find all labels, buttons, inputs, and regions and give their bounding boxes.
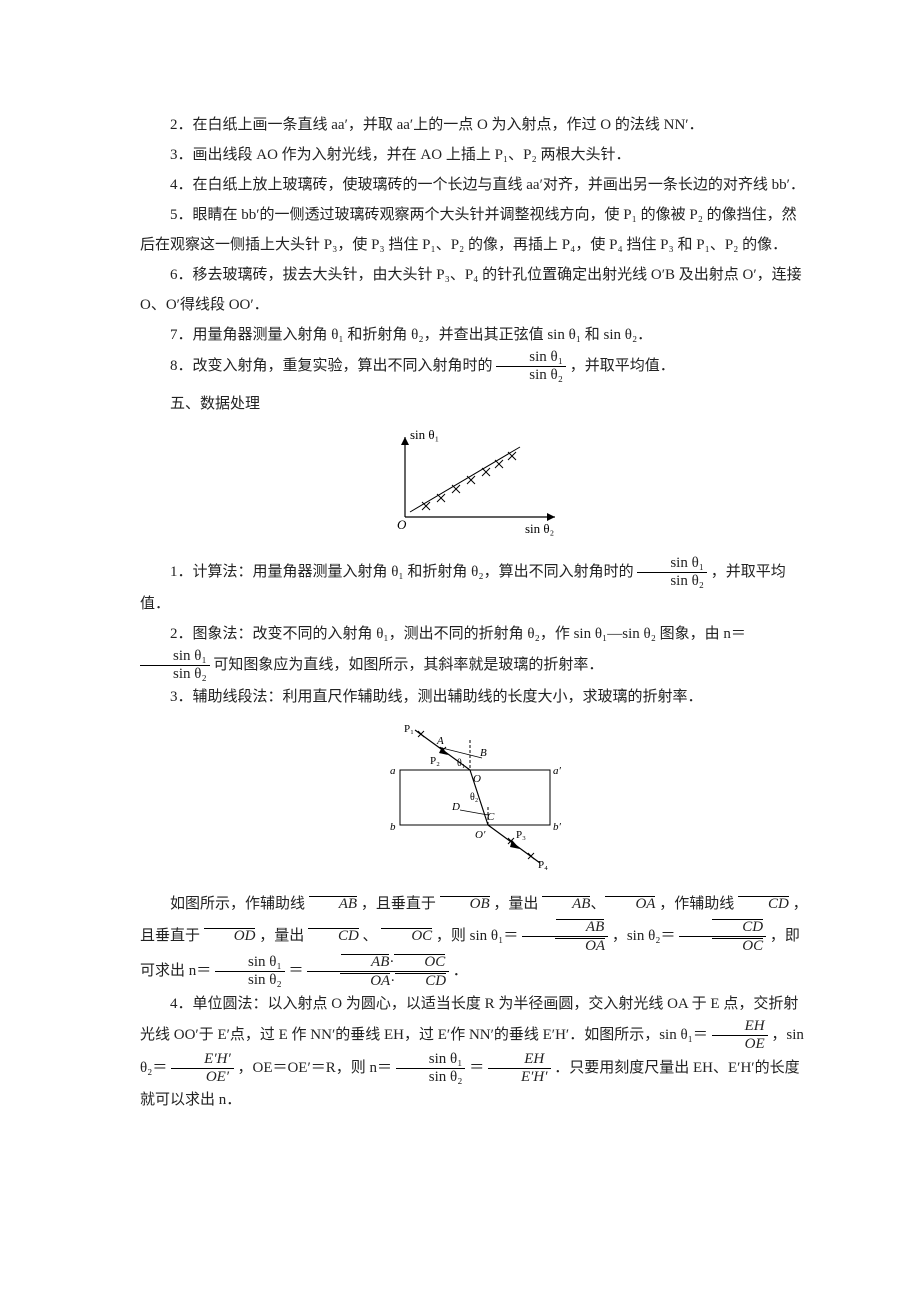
lbl-O: O xyxy=(473,773,481,785)
lbl-p4: P₄ xyxy=(538,859,548,870)
frac-sin-ratio-5: sin θ₁ sin θ₂ xyxy=(396,1052,466,1085)
lbl-p2: P₂ xyxy=(430,755,440,767)
frac-eh-ehp: EH E′H′ xyxy=(488,1052,551,1085)
lbl-t1: θ₁ xyxy=(457,758,465,769)
step-4: 4．在白纸上放上玻璃砖，使玻璃砖的一个长边与直线 aa′对齐，并画出另一条长边的… xyxy=(140,170,810,200)
m2-pre: 2．图象法：改变不同的入射角 θ₁，测出不同的折射角 θ₂，作 sin θ₁—s… xyxy=(170,626,746,642)
page-content: 2．在白纸上画一条直线 aa′，并取 aa′上的一点 O 为入射点，作过 O 的… xyxy=(0,0,920,1175)
method-4: 4．单位圆法：以入射点 O 为圆心，以适当长度 R 为半径画圆，交入射光线 OA… xyxy=(140,989,810,1115)
y-arrow-icon xyxy=(401,437,409,445)
step-3: 3．画出线段 AO 作为入射光线，并在 AO 上插上 P₁、P₂ 两根大头针． xyxy=(140,140,810,170)
method-2: 2．图象法：改变不同的入射角 θ₁，测出不同的折射角 θ₂，作 sin θ₁—s… xyxy=(140,619,810,682)
frac-sin-ratio-3: sin θ₁ sin θ₂ xyxy=(140,649,210,682)
xlabel: sin θ₂ xyxy=(525,521,554,536)
frac-sin-ratio: sin θ₁ sin θ₂ xyxy=(496,350,566,383)
figure-scatter: O sin θ₁ sin θ₂ xyxy=(140,427,810,548)
lbl-p3: P₃ xyxy=(516,829,526,841)
step-8: 8．改变入射角，重复实验，算出不同入射角时的 sin θ₁ sin θ₂ ，并取… xyxy=(140,350,810,383)
origin-label: O xyxy=(397,517,407,532)
frac-aboc-oacd: AB·OC OA·CD xyxy=(307,954,449,989)
section-5-title: 五、数据处理 xyxy=(140,389,810,419)
fit-line xyxy=(410,447,520,512)
markers xyxy=(422,452,516,510)
lbl-b: b xyxy=(390,821,396,833)
m1-pre: 1．计算法：用量角器测量入射角 θ₁ 和折射角 θ₂，算出不同入射角时的 xyxy=(170,564,634,580)
m2-post: 可知图象应为直线，如图所示，其斜率就是玻璃的折射率． xyxy=(213,657,603,673)
frac-sin-ratio-4: sin θ₁ sin θ₂ xyxy=(215,955,285,988)
lbl-A: A xyxy=(436,735,444,747)
method-1: 1．计算法：用量角器测量入射角 θ₁ 和折射角 θ₂，算出不同入射角时的 sin… xyxy=(140,556,810,619)
lbl-bp: b′ xyxy=(553,821,562,833)
ylabel: sin θ₁ xyxy=(410,427,439,442)
frac-ehp-oep: E′H′ OE′ xyxy=(171,1052,234,1085)
lbl-p1: P₁ xyxy=(404,723,414,735)
x-arrow-icon xyxy=(547,513,555,521)
step-7: 7．用量角器测量入射角 θ₁ 和折射角 θ₂，并查出其正弦值 sin θ₁ 和 … xyxy=(140,320,810,350)
step-8-post: ，并取平均值． xyxy=(570,358,675,374)
lbl-ap: a′ xyxy=(553,765,562,777)
lbl-C: C xyxy=(487,811,495,823)
frac-cd-oc: CD OC xyxy=(679,919,766,954)
step-6: 6．移去玻璃砖，拔去大头针，由大头针 P₃、P₄ 的针孔位置确定出射光线 O′B… xyxy=(140,260,810,320)
lbl-Op: O′ xyxy=(475,829,486,841)
figure-refraction: P₁ P₂ P₃ P₄ A B O D C O′ a a′ b b′ θ₁ θ₂ xyxy=(140,720,810,881)
step-8-pre: 8．改变入射角，重复实验，算出不同入射角时的 xyxy=(170,358,493,374)
step-5: 5．眼睛在 bb′的一侧透过玻璃砖观察两个大头针并调整视线方向，使 P₁ 的像被… xyxy=(140,200,810,260)
frac-sin-ratio-2: sin θ₁ sin θ₂ xyxy=(637,556,707,589)
lbl-t2: θ₂ xyxy=(470,792,478,803)
frac-ab-oa: AB OA xyxy=(522,919,608,954)
method-3: 3．辅助线段法：利用直尺作辅助线，测出辅助线的长度大小，求玻璃的折射率． xyxy=(140,682,810,712)
frac-eh-oe: EH OE xyxy=(712,1019,768,1052)
step-2: 2．在白纸上画一条直线 aa′，并取 aa′上的一点 O 为入射点，作过 O 的… xyxy=(140,110,810,140)
method-3b: 如图所示，作辅助线 AB ，且垂直于 OB ，量出 AB、OA ，作辅助线 CD… xyxy=(140,889,810,989)
lbl-D: D xyxy=(451,801,460,813)
lbl-a: a xyxy=(390,765,396,777)
lbl-B: B xyxy=(480,747,487,759)
